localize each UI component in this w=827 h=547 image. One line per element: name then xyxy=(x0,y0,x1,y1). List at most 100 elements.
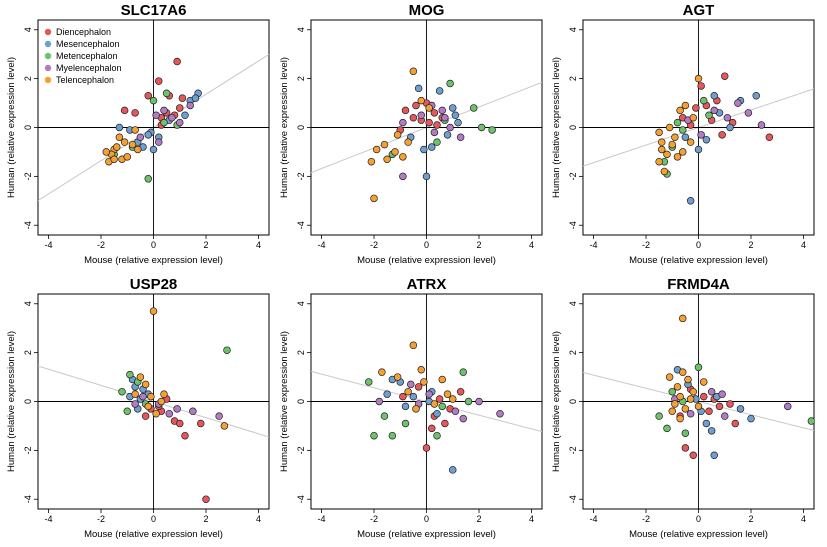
data-point xyxy=(673,383,682,391)
x-tick-label: -2 xyxy=(370,514,378,524)
data-point xyxy=(181,431,189,440)
data-point xyxy=(678,368,687,376)
panel-title: MOG xyxy=(409,2,445,19)
data-point xyxy=(144,402,153,411)
y-tick-label: 2 xyxy=(568,76,578,81)
data-point xyxy=(420,378,428,386)
data-point xyxy=(689,113,697,122)
y-axis-label: Human (relative expression level) xyxy=(6,331,17,472)
data-point xyxy=(668,140,676,149)
data-point xyxy=(752,91,760,100)
data-point xyxy=(694,363,703,372)
data-point xyxy=(707,387,716,396)
data-point xyxy=(686,409,695,418)
data-point xyxy=(736,405,745,413)
data-point xyxy=(141,380,150,389)
data-point xyxy=(681,444,690,452)
y-tick-label: -4 xyxy=(23,495,33,503)
y-axis-label: Human (relative expression level) xyxy=(551,57,562,198)
data-point xyxy=(220,422,229,430)
y-tick-label: -2 xyxy=(23,172,33,180)
x-tick-label: 4 xyxy=(529,240,534,250)
data-point xyxy=(451,111,460,120)
y-tick-label: 4 xyxy=(23,27,33,32)
x-axis-label: Mouse (relative expression level) xyxy=(84,529,223,540)
data-point xyxy=(401,106,410,115)
y-tick-label: -4 xyxy=(568,495,578,503)
data-point xyxy=(178,94,187,102)
data-point xyxy=(131,390,139,398)
panel-frmd4a: FRMD4A -4 -2 0 2 4 -4 -2 0 2 4 Mouse (relative expr… xyxy=(551,276,815,540)
data-point xyxy=(757,121,766,129)
x-tick-label: -4 xyxy=(317,514,325,524)
y-tick-label: 2 xyxy=(296,76,306,81)
y-tick-label: -2 xyxy=(568,172,578,180)
data-point xyxy=(417,365,426,374)
panel-title: SLC17A6 xyxy=(121,2,187,19)
data-point xyxy=(123,407,131,416)
data-point xyxy=(162,89,171,98)
data-point xyxy=(438,402,447,411)
data-point xyxy=(678,148,687,156)
legend-swatch xyxy=(44,64,52,72)
y-tick-label: -2 xyxy=(296,446,306,454)
data-point xyxy=(181,111,189,120)
data-point xyxy=(671,400,679,408)
data-point xyxy=(435,87,444,95)
data-point xyxy=(671,133,679,142)
x-tick-label: 0 xyxy=(151,514,156,524)
data-point xyxy=(409,341,418,350)
x-tick-label: -4 xyxy=(589,514,597,524)
data-point xyxy=(689,451,697,460)
panel-atrx: ATRX -4 -2 0 2 4 -4 -2 0 2 4 Mouse (relative expres… xyxy=(279,276,543,540)
data-point xyxy=(372,145,381,154)
data-point xyxy=(115,123,124,132)
x-tick-label: 2 xyxy=(203,240,208,250)
data-point xyxy=(383,390,391,398)
data-point xyxy=(699,96,708,105)
data-point xyxy=(215,412,223,420)
data-point xyxy=(435,395,444,403)
legend-label: Metencephalon xyxy=(56,51,118,61)
data-point xyxy=(726,123,734,132)
data-point xyxy=(676,392,684,401)
data-point xyxy=(422,172,431,181)
data-point xyxy=(470,104,478,112)
legend-swatch xyxy=(44,52,52,60)
data-point xyxy=(115,133,124,142)
x-tick-label: -4 xyxy=(317,240,325,250)
data-point xyxy=(720,412,729,420)
data-point xyxy=(681,405,690,413)
x-tick-label: 4 xyxy=(801,514,806,524)
data-point xyxy=(118,387,126,396)
legend-label: Myelencephalon xyxy=(56,63,122,73)
x-tick-label: -4 xyxy=(44,240,52,250)
data-point xyxy=(149,307,158,315)
legend-label: Mesencephalon xyxy=(56,39,120,49)
data-point xyxy=(430,109,439,117)
data-point xyxy=(694,402,703,411)
data-point xyxy=(697,131,705,139)
data-point xyxy=(375,397,384,406)
data-point xyxy=(765,133,774,142)
data-point xyxy=(399,392,407,401)
data-point xyxy=(744,109,753,117)
data-point xyxy=(149,96,158,105)
data-point xyxy=(189,407,197,416)
data-point xyxy=(131,400,139,408)
data-point xyxy=(152,111,160,120)
y-tick-label: 4 xyxy=(23,301,33,306)
data-point xyxy=(720,72,729,80)
data-point xyxy=(668,407,676,416)
data-point xyxy=(718,390,726,398)
data-point xyxy=(433,431,441,440)
data-point xyxy=(425,104,433,112)
data-point xyxy=(378,368,386,376)
data-point xyxy=(464,397,473,406)
data-point xyxy=(197,419,205,428)
data-point xyxy=(120,106,129,115)
y-tick-label: 4 xyxy=(568,301,578,306)
data-point xyxy=(702,419,711,428)
data-point xyxy=(807,417,814,425)
data-point xyxy=(681,101,690,110)
